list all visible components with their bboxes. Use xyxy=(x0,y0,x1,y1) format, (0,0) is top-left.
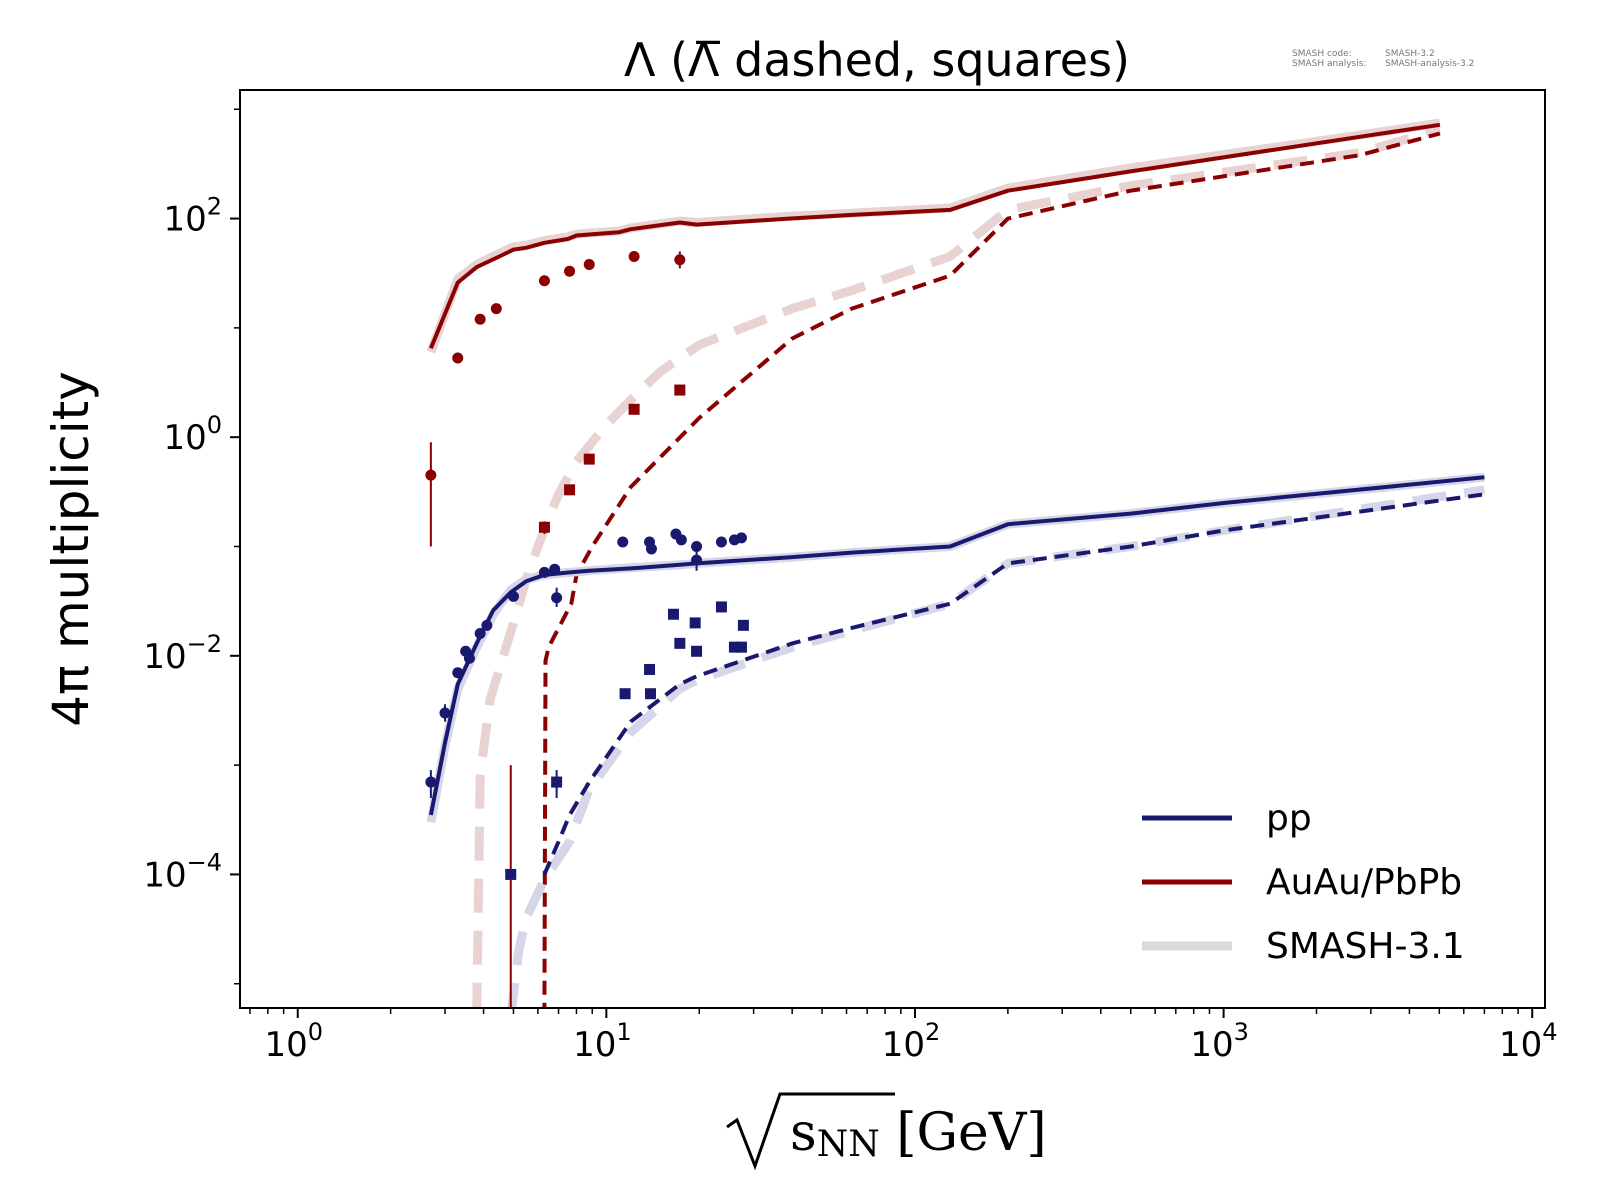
data-point-exp-pp-lambda xyxy=(474,627,486,639)
x-axis-label: sNN [GeV] xyxy=(726,1092,1047,1171)
data-point-exp-auau-lambda xyxy=(425,469,437,481)
series-line-smash31-auau-antilambda xyxy=(472,125,1442,1008)
data-point-exp-auau-lambda xyxy=(474,313,486,325)
y-tick-label: 102 xyxy=(163,193,222,240)
data-point-exp-pp-lambda xyxy=(507,590,519,602)
series-line-smash32-auau-lambda xyxy=(429,122,1441,350)
data-point-exp-auau-lambda xyxy=(538,275,550,287)
data-point-exp-pp-lambda xyxy=(675,534,687,546)
data-point-exp-pp-antilambda xyxy=(505,868,517,880)
data-point-exp-pp-lambda xyxy=(538,566,550,578)
radical-sign xyxy=(726,1092,895,1171)
y-axis-label: 4π multiplicity xyxy=(42,371,100,727)
data-point-exp-pp-lambda xyxy=(463,652,475,664)
plot-marks xyxy=(425,118,1486,1022)
data-point-exp-auau-antilambda xyxy=(674,384,686,396)
x-tick-label: 103 xyxy=(1190,1018,1249,1065)
data-point-exp-auau-lambda xyxy=(628,250,640,262)
data-point-exp-pp-lambda xyxy=(549,563,561,575)
data-point-exp-auau-antilambda xyxy=(538,521,550,533)
data-point-exp-auau-antilambda xyxy=(628,403,640,415)
data-point-exp-pp-lambda xyxy=(645,543,657,555)
data-point-exp-pp-lambda xyxy=(735,532,747,544)
data-point-exp-pp-antilambda xyxy=(667,608,679,620)
data-point-exp-pp-lambda xyxy=(481,619,493,631)
x-tick-label: 100 xyxy=(264,1018,323,1065)
x-tick-label: 101 xyxy=(573,1018,632,1065)
data-point-exp-auau-lambda xyxy=(490,303,502,315)
data-point-exp-pp-antilambda xyxy=(674,637,686,649)
data-point-exp-auau-antilambda xyxy=(583,453,595,465)
x-tick-label: 102 xyxy=(882,1018,941,1065)
chart-title: Λ (Λ̅ dashed, squares) xyxy=(624,33,1130,87)
data-point-exp-pp-antilambda xyxy=(619,688,631,700)
legend-label: SMASH-3.1 xyxy=(1266,926,1465,967)
axes-frame xyxy=(239,89,1546,1009)
data-point-exp-pp-lambda xyxy=(425,776,437,788)
data-point-exp-pp-antilambda xyxy=(737,619,749,631)
data-point-exp-pp-antilambda xyxy=(551,776,563,788)
data-point-exp-auau-lambda xyxy=(452,352,464,364)
info-value: SMASH-3.2 xyxy=(1385,49,1435,59)
data-point-exp-auau-antilambda xyxy=(564,484,576,496)
data-point-exp-pp-antilambda xyxy=(735,641,747,653)
data-point-exp-pp-antilambda xyxy=(644,663,656,675)
info-label: SMASH code: xyxy=(1292,49,1352,59)
data-point-exp-auau-lambda xyxy=(674,254,686,266)
info-value: SMASH-analysis-3.2 xyxy=(1385,59,1474,69)
data-point-exp-pp-antilambda xyxy=(728,641,740,653)
data-point-exp-pp-lambda xyxy=(452,667,464,679)
series-line-smash31-auau-lambda xyxy=(426,118,1441,354)
y-axis: 10−4 10−2 100 102 xyxy=(143,108,240,985)
data-point-exp-pp-antilambda xyxy=(715,601,727,613)
data-point-exp-pp-lambda xyxy=(439,707,451,719)
data-point-exp-auau-antilambda xyxy=(505,1011,516,1022)
data-point-exp-pp-antilambda xyxy=(644,688,656,700)
legend-label: pp xyxy=(1266,798,1312,839)
data-point-exp-pp-lambda xyxy=(691,540,703,552)
y-tick-label: 10−4 xyxy=(143,848,222,895)
series-line-smash32-auau-antilambda xyxy=(542,131,1441,1008)
info-label: SMASH analysis: xyxy=(1292,59,1366,69)
y-tick-label: 10−2 xyxy=(143,630,222,677)
x-axis: 100 101 102 103 104 xyxy=(249,1008,1558,1065)
data-point-exp-pp-antilambda xyxy=(689,617,701,629)
legend: pp AuAu/PbPb SMASH-3.1 xyxy=(1142,798,1465,967)
series-line-smash31-pp-antilambda xyxy=(507,485,1486,1008)
y-tick-label: 100 xyxy=(163,411,222,458)
x-axis-label-text: sNN [GeV] xyxy=(790,1103,1047,1165)
data-point-exp-pp-lambda xyxy=(715,536,727,548)
series-line-smash32-pp-antilambda xyxy=(542,492,1485,876)
data-point-exp-pp-lambda xyxy=(691,554,703,566)
smash-version-info: SMASH code: SMASH-3.2 SMASH analysis: SMASH… xyxy=(1292,49,1474,69)
data-point-exp-auau-lambda xyxy=(583,258,595,270)
data-point-exp-auau-lambda xyxy=(564,265,576,277)
x-tick-label: 104 xyxy=(1499,1018,1558,1065)
legend-label: AuAu/PbPb xyxy=(1266,862,1462,903)
series-line-smash31-pp-lambda xyxy=(426,472,1485,824)
series-line-smash32-pp-lambda xyxy=(428,475,1485,816)
data-point-exp-pp-antilambda xyxy=(691,645,703,657)
data-point-exp-pp-lambda xyxy=(551,592,563,604)
data-point-exp-pp-lambda xyxy=(617,536,629,548)
